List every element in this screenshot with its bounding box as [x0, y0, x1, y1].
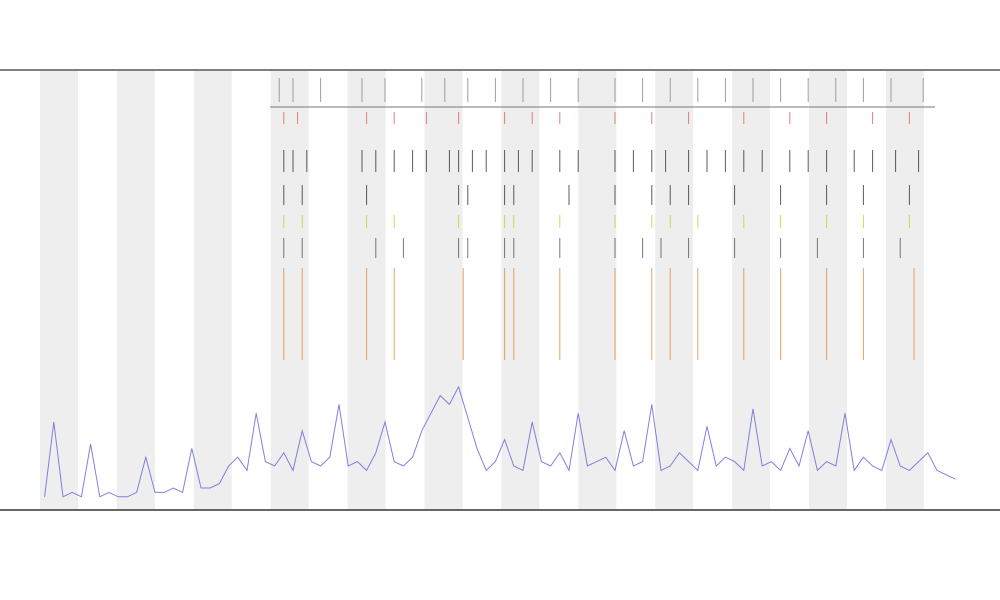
shade-band: [885, 71, 924, 509]
shade-band: [732, 71, 771, 509]
shade-band: [578, 71, 617, 509]
shade-band: [40, 71, 78, 509]
shade-band: [655, 71, 694, 509]
shade-band: [424, 71, 463, 509]
shade-band: [116, 71, 155, 509]
data-line: [44, 385, 956, 498]
shade-band: [193, 71, 232, 509]
shade-band: [501, 71, 540, 509]
shade-band: [270, 71, 309, 509]
shade-band: [809, 71, 847, 509]
